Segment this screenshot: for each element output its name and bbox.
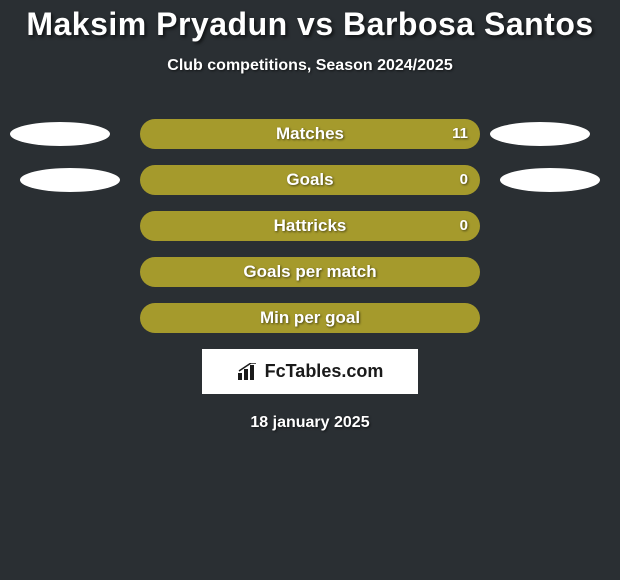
stat-label: Goals per match	[140, 257, 480, 287]
stat-row: Matches11	[0, 119, 620, 149]
stat-row: Goals0	[0, 165, 620, 195]
stat-row: Hattricks0	[0, 211, 620, 241]
stat-value: 0	[140, 165, 468, 195]
page-title: Maksim Pryadun vs Barbosa Santos	[0, 6, 620, 43]
date-label: 18 january 2025	[0, 414, 620, 432]
comparison-card: Maksim Pryadun vs Barbosa Santos Club co…	[0, 0, 620, 580]
fctables-logo: FcTables.com	[202, 349, 418, 394]
logo-text: FcTables.com	[265, 361, 384, 382]
stat-value: 11	[140, 119, 468, 149]
stat-row: Goals per match	[0, 257, 620, 287]
stat-value: 0	[140, 211, 468, 241]
player-left-marker	[10, 122, 110, 146]
stat-row: Min per goal	[0, 303, 620, 333]
bar-chart-icon	[237, 363, 259, 381]
stat-rows: Matches11 Goals0 Hattricks0 Goals per match…	[0, 119, 620, 333]
stat-label: Min per goal	[140, 303, 480, 333]
player-right-marker	[500, 168, 600, 192]
player-right-marker	[490, 122, 590, 146]
subtitle: Club competitions, Season 2024/2025	[0, 57, 620, 75]
player-left-marker	[20, 168, 120, 192]
